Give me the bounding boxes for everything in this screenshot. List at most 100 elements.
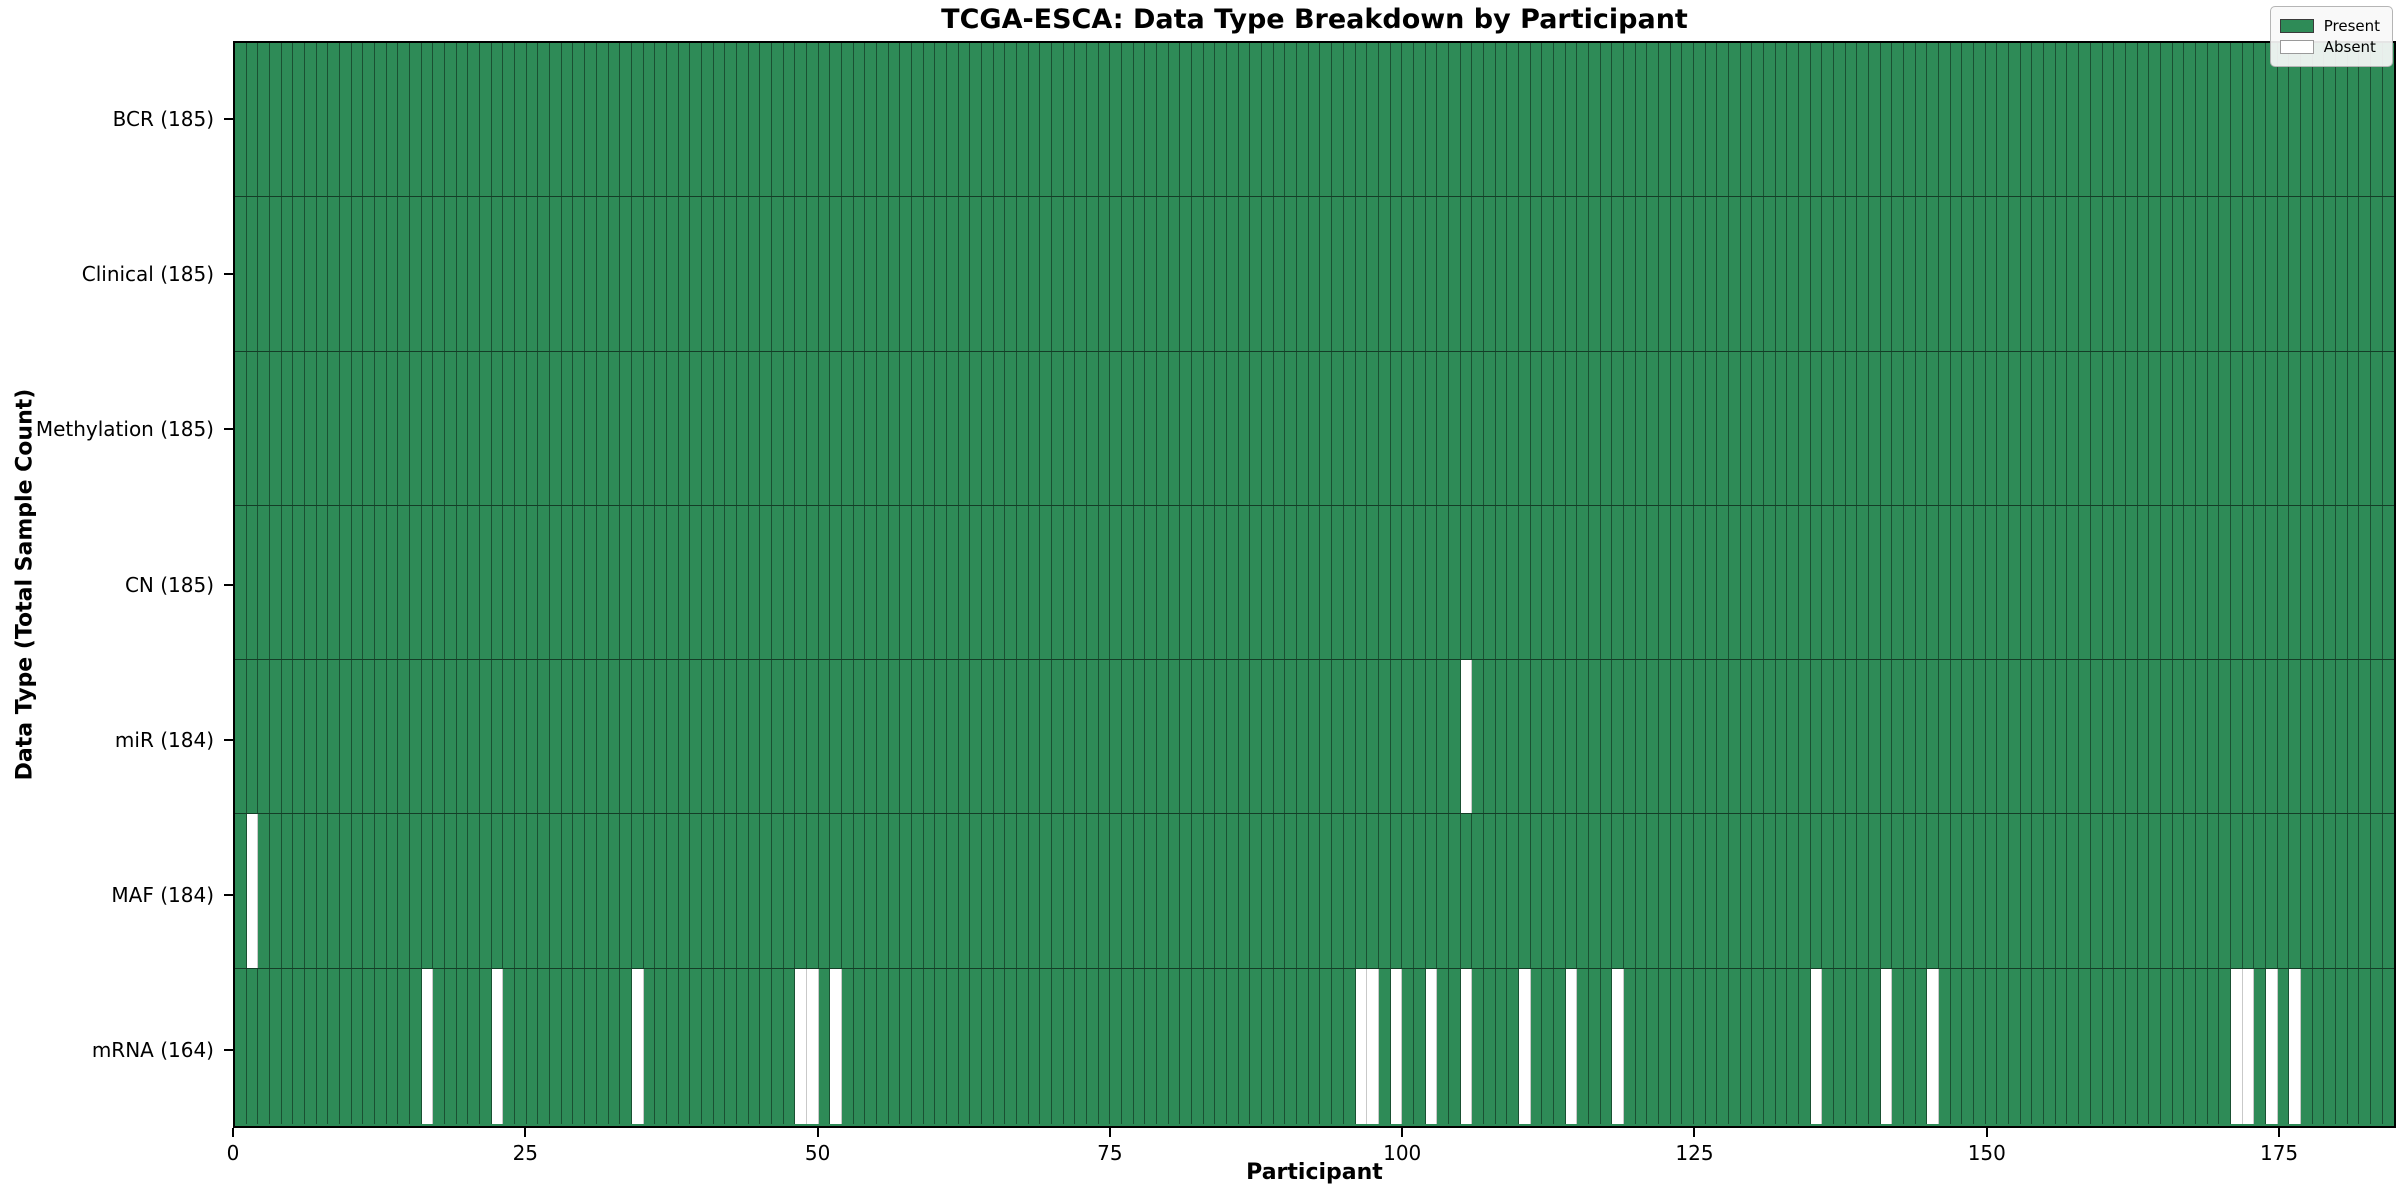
cell-CN-p175-present xyxy=(2277,505,2290,660)
cell-miR-p4-present xyxy=(281,660,294,814)
cell-Clinical-p146-present xyxy=(1939,197,1951,351)
cell-BCR-p59-present xyxy=(923,43,936,197)
cell-Methylation-p8-present xyxy=(328,351,341,505)
cell-CN-p178-present xyxy=(2312,505,2325,660)
cell-BCR-p182-present xyxy=(2359,43,2371,197)
cell-BCR-p165-present xyxy=(2160,43,2173,197)
heatmap-row-miR xyxy=(235,660,2394,815)
cell-mRNA-p23-present xyxy=(503,968,516,1124)
cell-Clinical-p92-present xyxy=(1308,197,1321,351)
cell-BCR-p156-present xyxy=(2055,43,2068,197)
cell-mRNA-p124-present xyxy=(1682,968,1694,1124)
cell-miR-p97-present xyxy=(1367,660,1379,814)
cell-BCR-p74-present xyxy=(1098,43,1111,197)
cell-Clinical-p112-present xyxy=(1542,197,1554,351)
cell-BCR-p152-present xyxy=(2009,43,2021,197)
cell-MAF-p38-present xyxy=(678,814,691,968)
cell-CN-p7-present xyxy=(316,505,329,660)
cell-Clinical-p120-present xyxy=(1635,197,1648,351)
cell-CN-p117-present xyxy=(1600,505,1613,660)
cell-BCR-p178-present xyxy=(2312,43,2325,197)
cell-BCR-p96-present xyxy=(1355,43,1368,197)
cell-BCR-p171-present xyxy=(2230,43,2243,197)
cell-Methylation-p44-present xyxy=(748,351,761,505)
cell-CN-p133-present xyxy=(1787,505,1800,660)
cell-CN-p177-present xyxy=(2300,505,2313,660)
cell-CN-p161-present xyxy=(2114,505,2126,660)
cell-MAF-p65-present xyxy=(993,814,1006,968)
cell-BCR-p89-present xyxy=(1273,43,1286,197)
cell-MAF-p34-present xyxy=(631,814,644,968)
cell-Clinical-p49-present xyxy=(806,197,819,351)
cell-BCR-p132-present xyxy=(1775,43,1788,197)
cell-CN-p9-present xyxy=(340,505,352,660)
cell-MAF-p97-present xyxy=(1367,814,1379,968)
cell-BCR-p139-present xyxy=(1857,43,1870,197)
cell-Clinical-p50-present xyxy=(818,197,831,351)
cell-Methylation-p57-present xyxy=(900,351,912,505)
cell-mRNA-p69-present xyxy=(1040,968,1053,1124)
cell-mRNA-p161-present xyxy=(2114,968,2126,1124)
cell-Clinical-p59-present xyxy=(923,197,936,351)
cell-mRNA-p10-present xyxy=(351,968,364,1124)
cell-MAF-p111-present xyxy=(1530,814,1543,968)
cell-Methylation-p71-present xyxy=(1063,351,1076,505)
cell-miR-p48-present xyxy=(795,660,807,814)
cell-miR-p72-present xyxy=(1075,660,1088,814)
cell-mRNA-p154-present xyxy=(2032,968,2045,1124)
cell-BCR-p176-present xyxy=(2289,43,2301,197)
cell-MAF-p137-present xyxy=(1834,814,1846,968)
cell-BCR-p77-present xyxy=(1133,43,1146,197)
cell-mRNA-p25-present xyxy=(526,968,539,1124)
cell-CN-p119-present xyxy=(1623,505,1636,660)
cell-MAF-p26-present xyxy=(538,814,551,968)
cell-BCR-p45-present xyxy=(760,43,772,197)
cell-CN-p121-present xyxy=(1647,505,1659,660)
cell-miR-p11-present xyxy=(363,660,376,814)
cell-Methylation-p154-present xyxy=(2032,351,2045,505)
cell-CN-p67-present xyxy=(1017,505,1029,660)
cell-mRNA-p144-present xyxy=(1915,968,1928,1124)
cell-mRNA-p68-present xyxy=(1028,968,1041,1124)
cell-MAF-p21-present xyxy=(480,814,492,968)
cell-MAF-p184-present xyxy=(2382,814,2394,968)
cell-mRNA-p162-present xyxy=(2125,968,2138,1124)
cell-CN-p157-present xyxy=(2067,505,2080,660)
y-tick-label-mRNA: mRNA (164) xyxy=(91,1038,214,1063)
cell-miR-p28-present xyxy=(561,660,574,814)
cell-mRNA-p155-present xyxy=(2044,968,2056,1124)
cell-Methylation-p74-present xyxy=(1098,351,1111,505)
cell-Methylation-p33-present xyxy=(620,351,632,505)
cell-CN-p44-present xyxy=(748,505,761,660)
cell-mRNA-p42-present xyxy=(725,968,737,1124)
cell-Methylation-p32-present xyxy=(608,351,621,505)
cell-miR-p22-present xyxy=(491,660,504,814)
cell-BCR-p13-present xyxy=(386,43,399,197)
cell-MAF-p52-present xyxy=(841,814,854,968)
cell-miR-p135-present xyxy=(1810,660,1823,814)
cell-BCR-p60-present xyxy=(935,43,947,197)
cell-Methylation-p118-present xyxy=(1612,351,1624,505)
cell-Clinical-p161-present xyxy=(2114,197,2126,351)
cell-MAF-p74-present xyxy=(1098,814,1111,968)
cell-CN-p128-present xyxy=(1729,505,1741,660)
cell-miR-p144-present xyxy=(1915,660,1928,814)
legend-label-absent: Absent xyxy=(2323,38,2376,56)
cell-miR-p8-present xyxy=(328,660,341,814)
cell-CN-p108-present xyxy=(1495,505,1508,660)
cell-MAF-p68-present xyxy=(1028,814,1041,968)
cell-Methylation-p113-present xyxy=(1553,351,1566,505)
x-tick-mark-0 xyxy=(232,1128,234,1137)
cell-miR-p101-present xyxy=(1413,660,1426,814)
cell-MAF-p67-present xyxy=(1017,814,1029,968)
cell-BCR-p30-present xyxy=(585,43,597,197)
cell-mRNA-p67-present xyxy=(1017,968,1029,1124)
cell-miR-p175-present xyxy=(2277,660,2290,814)
cell-Methylation-p139-present xyxy=(1857,351,1870,505)
cell-miR-p64-present xyxy=(982,660,994,814)
cell-Methylation-p28-present xyxy=(561,351,574,505)
cell-mRNA-p40-present xyxy=(701,968,714,1124)
cell-BCR-p81-present xyxy=(1180,43,1193,197)
cell-miR-p37-present xyxy=(666,660,679,814)
cell-Clinical-p69-present xyxy=(1040,197,1053,351)
